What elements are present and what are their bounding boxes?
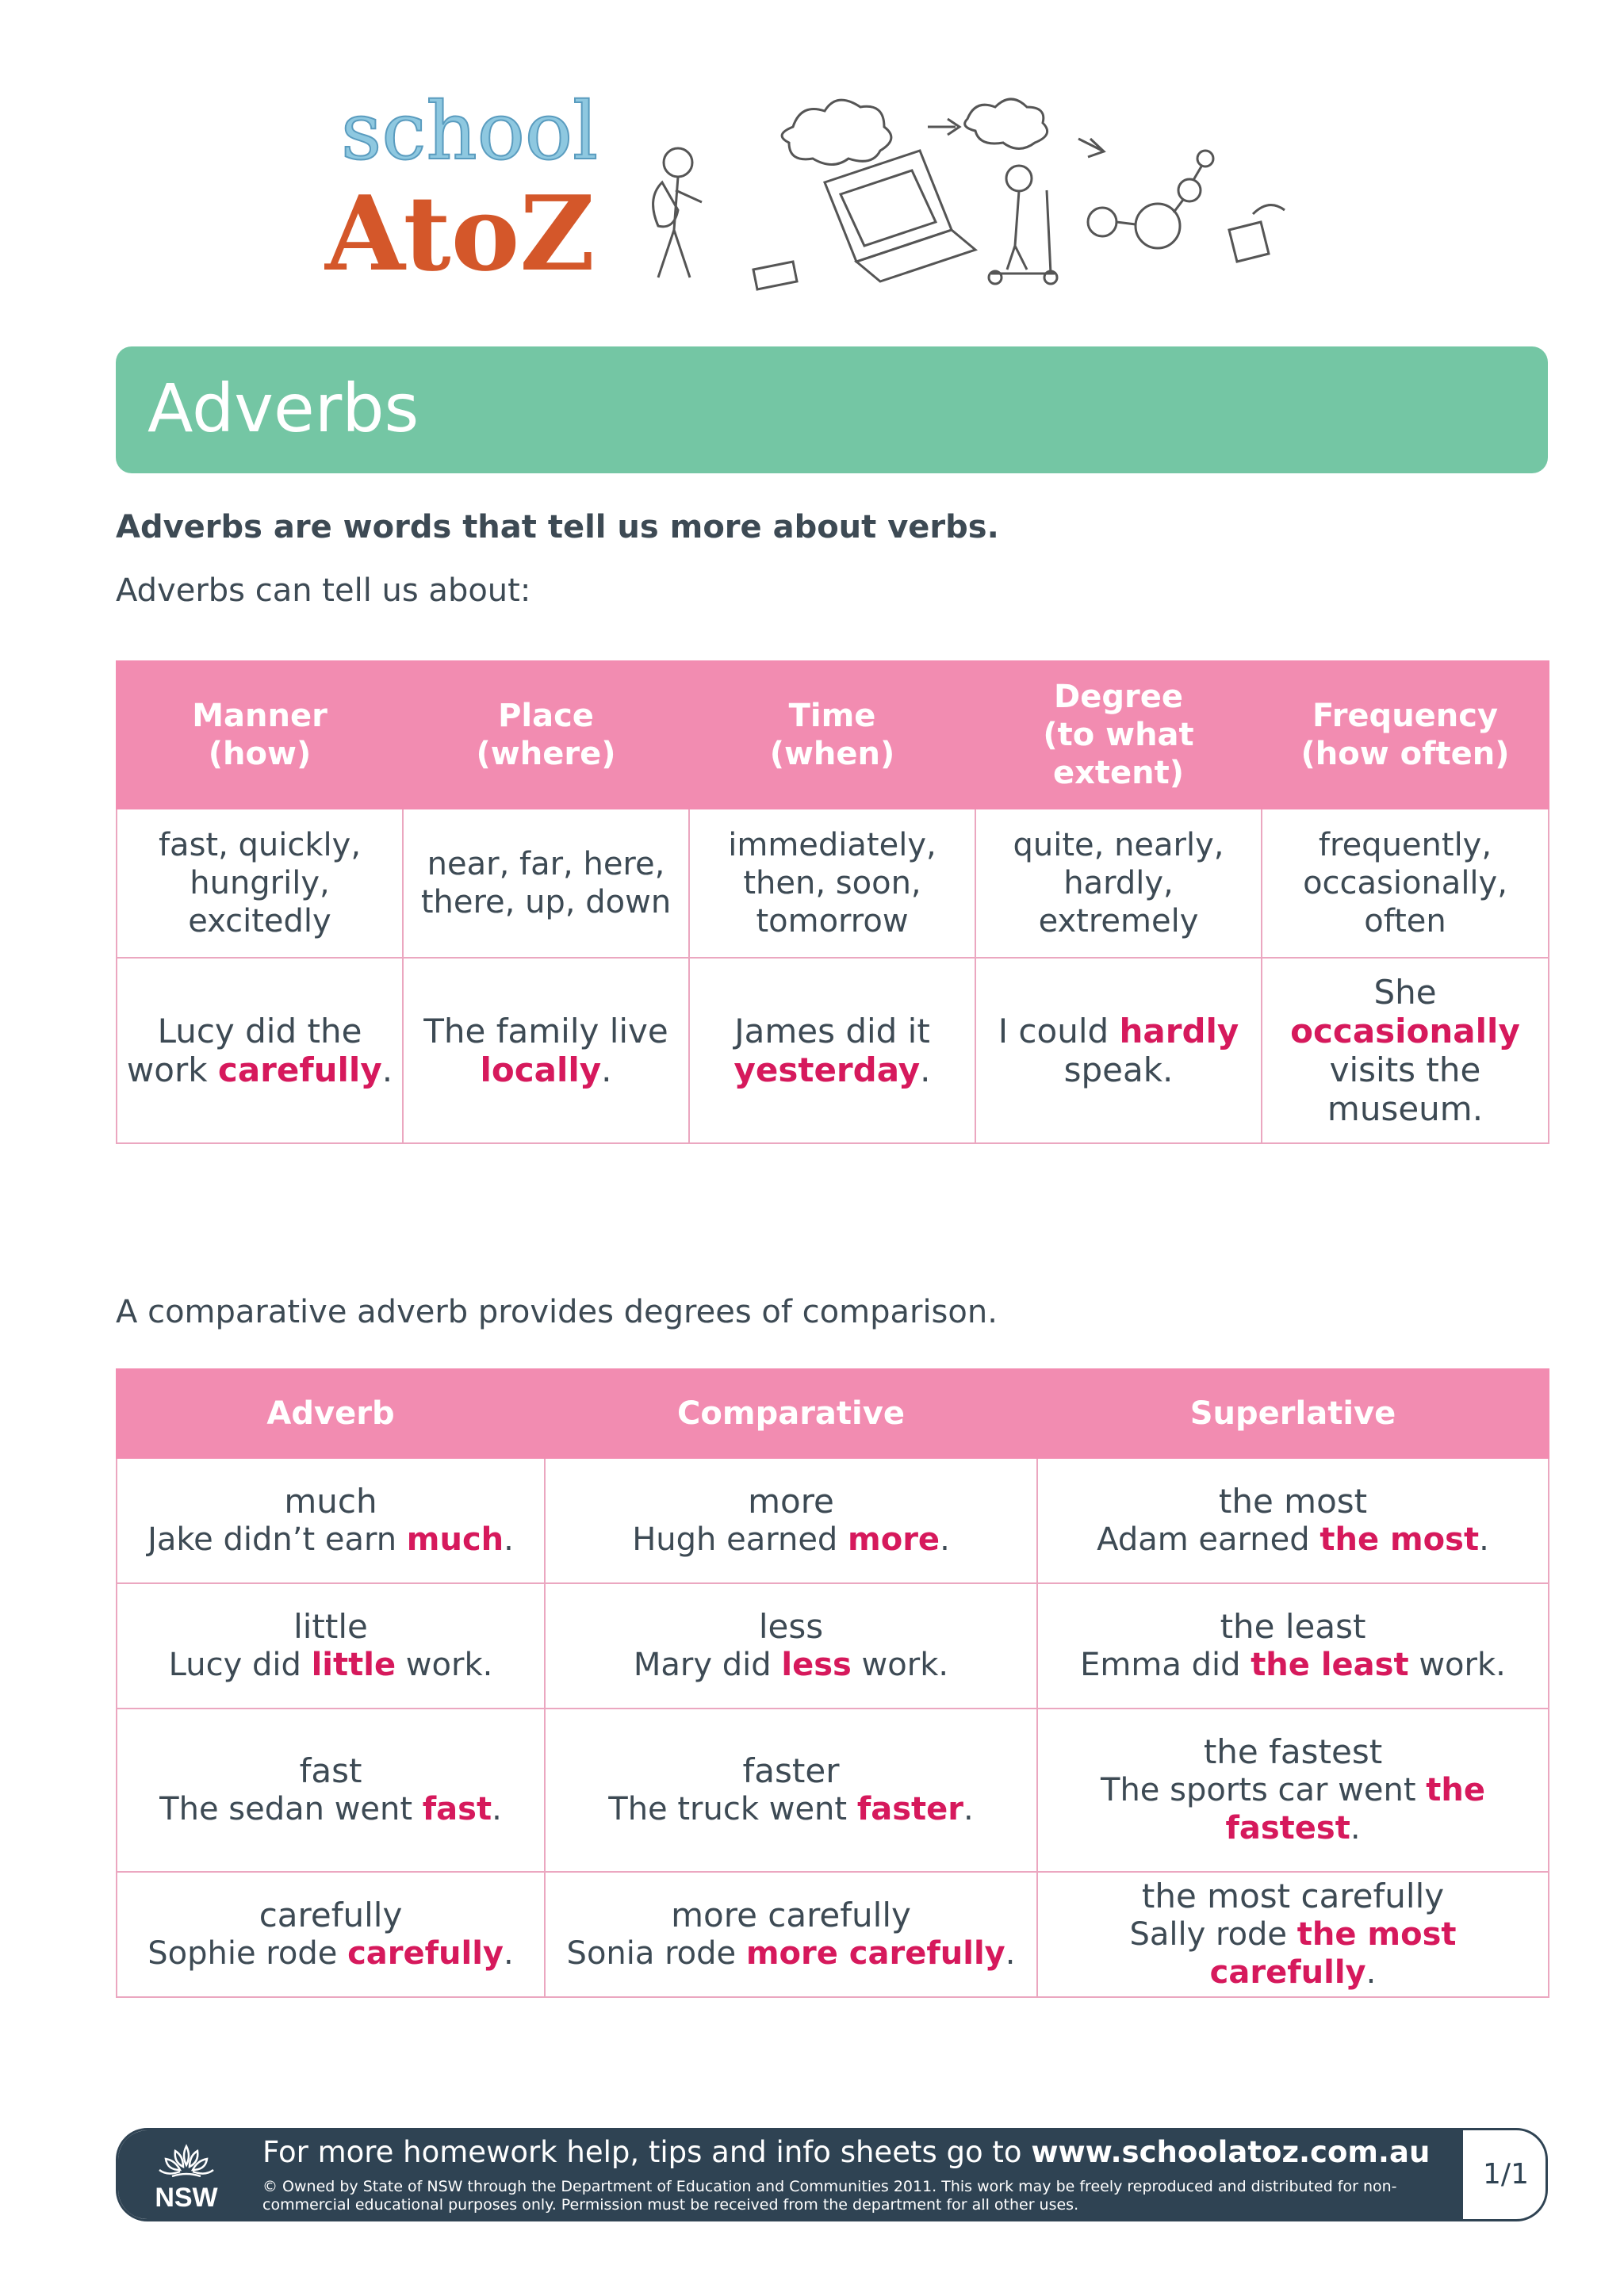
cell-the-least: the least Emma did the least work. [1036,1582,1549,1709]
header-place: Place (where) [402,660,690,809]
header-adverb: Adverb [116,1368,546,1459]
cell-faster: faster The truck went faster. [544,1708,1038,1873]
header-frequency: Frequency (how often) [1261,660,1549,809]
cell-more-carefully: more carefully Sonia rode more carefully. [544,1871,1038,1998]
footer-homework-line: For more homework help, tips and info sh… [262,2135,1431,2169]
cell-carefully: carefully Sophie rode carefully. [116,1871,546,1998]
place-example: The family live locally. [402,957,690,1144]
types-header-row: Manner (how) Place (where) Time (when) D… [116,660,1549,809]
cell-the-fastest: the fastest The sports car went the faste… [1036,1708,1549,1873]
types-example-row: Lucy did the work carefully. The family … [116,957,1549,1144]
frequency-words: frequently, occasionally, often [1261,808,1549,959]
manner-example: Lucy did the work carefully. [116,957,404,1144]
cell-little: little Lucy did little work. [116,1582,546,1709]
time-example: James did it yesterday. [688,957,976,1144]
header-degree: Degree (to what extent) [975,660,1262,809]
comparative-row-little: little Lucy did little work. less Mary did… [116,1582,1549,1709]
footer-main: NSW For more homework help, tips and inf… [118,2130,1463,2219]
place-words: near, far, here, there, up, down [402,808,690,959]
comparative-header-row: Adverb Comparative Superlative [116,1368,1549,1459]
header-time: Time (when) [688,660,976,809]
manner-words: fast, quickly, hungrily, excitedly [116,808,404,959]
footer-bar: NSW For more homework help, tips and inf… [116,2128,1548,2221]
header-manner: Manner (how) [116,660,404,809]
cell-less: less Mary did less work. [544,1582,1038,1709]
header-comparative: Comparative [544,1368,1038,1459]
page-title: Adverbs [147,369,419,447]
adverb-types-table: Manner (how) Place (where) Time (when) D… [116,660,1549,1144]
school-atoz-logo: school AtoZ [324,84,1285,294]
logo-word-atoz: AtoZ [324,173,595,294]
cell-the-most-carefully: the most carefully Sally rode the most ca… [1036,1871,1549,1998]
comparative-table: Adverb Comparative Superlative much Jake … [116,1368,1549,1998]
comparative-row-fast: fast The sedan went fast. faster The truck… [116,1708,1549,1873]
cell-much: much Jake didn’t earn much. [116,1457,546,1584]
cell-more: more Hugh earned more. [544,1457,1038,1584]
page-number: 1/1 [1483,2158,1529,2191]
time-words: immediately, then, soon, tomorrow [688,808,976,959]
cell-fast: fast The sedan went fast. [116,1708,546,1873]
comparative-intro: A comparative adverb provides degrees of… [116,1294,998,1330]
sketch-illustration-icon [652,98,1285,291]
header-superlative: Superlative [1036,1368,1549,1459]
footer-copyright: © Owned by State of NSW through the Depa… [262,2178,1397,2214]
intro-definition: Adverbs are words that tell us more abou… [116,509,999,545]
frequency-example: She occasionally visits the museum. [1261,957,1549,1144]
cell-the-most: the most Adam earned the most. [1036,1457,1549,1584]
intro-text: Adverbs can tell us about: [116,572,531,609]
title-banner: Adverbs [116,346,1548,473]
degree-words: quite, nearly, hardly, extremely [975,808,1262,959]
comparative-row-much: much Jake didn’t earn much. more Hugh earn… [116,1457,1549,1584]
logo-word-school: school [341,85,598,178]
nsw-waratah-logo-icon: NSW [155,2144,219,2211]
comparative-row-carefully: carefully Sophie rode carefully. more car… [116,1871,1549,1998]
nsw-logo-text: NSW [155,2183,218,2211]
degree-example: I could hardly speak. [975,957,1262,1144]
types-words-row: fast, quickly, hungrily, excitedly near,… [116,808,1549,959]
footer-url-link[interactable]: www.schoolatoz.com.au [1031,2135,1431,2169]
